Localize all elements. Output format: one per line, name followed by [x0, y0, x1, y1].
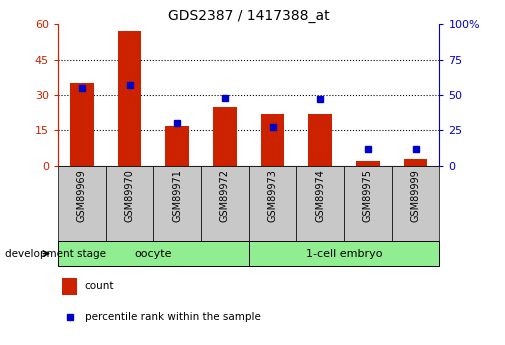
Text: GSM89973: GSM89973: [268, 169, 278, 222]
Bar: [308, 114, 332, 166]
Text: oocyte: oocyte: [135, 249, 172, 258]
Bar: [62, 278, 77, 295]
Text: 1-cell embryo: 1-cell embryo: [306, 249, 382, 258]
Bar: [249, 241, 439, 266]
Bar: [201, 166, 249, 242]
Bar: [344, 166, 392, 242]
Bar: [106, 166, 154, 242]
Title: GDS2387 / 1417388_at: GDS2387 / 1417388_at: [168, 9, 330, 23]
Text: count: count: [85, 282, 114, 291]
Bar: [213, 107, 237, 166]
Text: GSM89999: GSM89999: [411, 169, 421, 222]
Bar: [118, 31, 141, 166]
Bar: [296, 166, 344, 242]
Text: GSM89974: GSM89974: [315, 169, 325, 222]
Bar: [70, 83, 94, 166]
Bar: [392, 166, 439, 242]
Bar: [356, 161, 380, 166]
Bar: [58, 241, 249, 266]
Text: GSM89971: GSM89971: [172, 169, 182, 222]
Text: GSM89972: GSM89972: [220, 169, 230, 223]
Bar: [58, 166, 106, 242]
Bar: [403, 159, 427, 166]
Text: GSM89970: GSM89970: [125, 169, 134, 222]
Text: development stage: development stage: [5, 249, 106, 258]
Bar: [261, 114, 284, 166]
Text: GSM89969: GSM89969: [77, 169, 87, 222]
Text: GSM89975: GSM89975: [363, 169, 373, 223]
Bar: [249, 166, 296, 242]
Bar: [165, 126, 189, 166]
Text: percentile rank within the sample: percentile rank within the sample: [85, 312, 261, 322]
Bar: [154, 166, 201, 242]
